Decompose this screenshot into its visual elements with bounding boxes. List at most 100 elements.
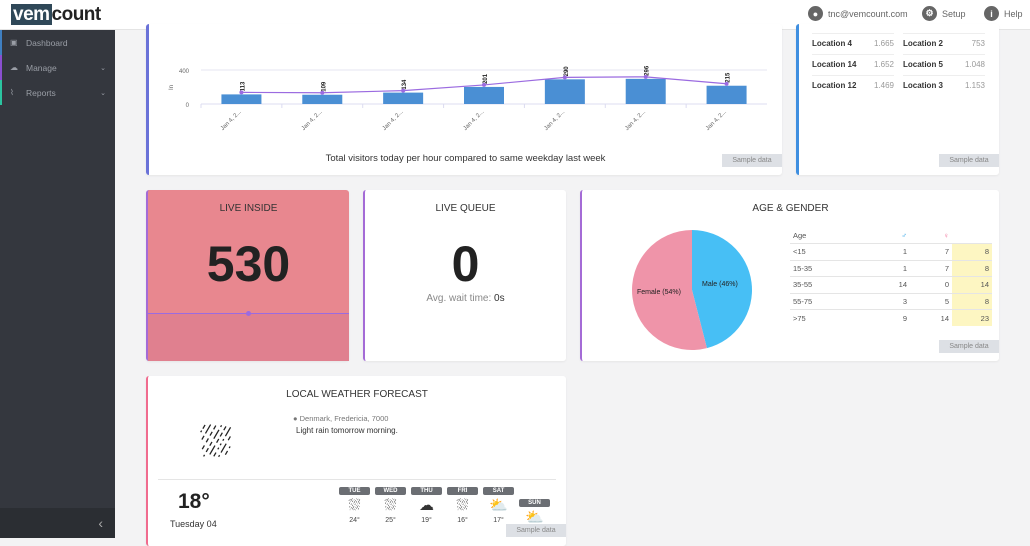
- age-cell: <15: [790, 243, 868, 260]
- chevron-down-icon: ⌄: [100, 64, 106, 72]
- female-cell: 5: [910, 292, 952, 310]
- forecast-day: WED ⛆ 25°: [375, 487, 406, 524]
- bar-value-label: 290: [564, 66, 570, 77]
- location-row: Location 3 1.153: [903, 75, 985, 90]
- visitors-bar-chart: 0 400 In 113 Jan 4, 2... 109 Jan 4, 2... 134 Jan…: [169, 65, 767, 132]
- chevron-left-icon: ‹: [98, 515, 103, 531]
- setup-button[interactable]: ⚙ Setup: [922, 6, 966, 21]
- forecast-day-label: WED: [375, 487, 406, 495]
- bar-value-label: 201: [483, 73, 489, 84]
- sparkline-point: [246, 311, 251, 316]
- sidebar-item-reports[interactable]: ⌇ Reports ⌄: [0, 80, 115, 105]
- location-row: Location 12 1.469: [812, 75, 894, 90]
- x-tick-label: Jan 4, 2...: [301, 109, 324, 132]
- help-button[interactable]: i Help: [984, 6, 1023, 21]
- location-pin-icon: ●: [293, 414, 298, 423]
- pie-label-female: Female (54%): [637, 289, 681, 296]
- y-tick-label: 400: [179, 69, 190, 75]
- table-row: >75 9 14 23: [790, 309, 992, 326]
- line-point: [320, 90, 325, 95]
- forecast-day: TUE ⛆ 24°: [339, 487, 370, 524]
- setup-label: Setup: [942, 8, 966, 19]
- bar: [464, 86, 504, 104]
- x-tick-label: Jan 4, 2...: [382, 109, 405, 132]
- x-tick-label: Jan 4, 2...: [705, 109, 728, 132]
- forecast-temp: 16°: [457, 517, 468, 524]
- live-queue-title: LIVE QUEUE: [435, 203, 496, 214]
- partly-sunny-icon: ⛅: [489, 497, 508, 514]
- male-icon: ♂: [901, 230, 907, 240]
- bar: [383, 92, 424, 104]
- user-email: tnc@vemcount.com: [828, 8, 908, 19]
- male-cell: 3: [868, 292, 910, 310]
- weather-location: ● Denmark, Fredericia, 7000: [293, 414, 389, 423]
- sidebar: ▣ Dashboard ☁ Manage ⌄ ⌇ Reports ⌄ ‹: [0, 30, 115, 538]
- vemcount-logo[interactable]: vem count: [11, 4, 101, 26]
- sample-data-badge: Sample data: [722, 154, 782, 167]
- sidebar-item-label: Dashboard: [26, 37, 68, 48]
- user-icon: ●: [808, 6, 823, 21]
- info-icon: i: [984, 6, 999, 21]
- pie-label-male: Male (46%): [702, 281, 738, 288]
- live-queue-value: 0: [451, 236, 480, 292]
- total-cell: 8: [952, 292, 992, 310]
- total-cell: 8: [952, 259, 992, 277]
- age-cell: 35-55: [790, 276, 868, 293]
- sidebar-item-label: Manage: [26, 62, 57, 73]
- total-cell: 23: [952, 309, 992, 326]
- chart-caption: Total visitors today per hour compared t…: [325, 153, 606, 164]
- female-cell: 7: [910, 259, 952, 277]
- forecast-strip: TUE ⛆ 24° WED ⛆ 25° THU ☁ 19° FRI ⛆ 16° SAT ⛅ 17° SUN ⛅: [339, 487, 555, 529]
- live-inside-title: LIVE INSIDE: [219, 203, 278, 214]
- male-cell: 9: [868, 309, 910, 326]
- line-point: [562, 75, 567, 80]
- live-inside-sparkline: [148, 313, 349, 361]
- sample-data-badge: Sample data: [939, 154, 999, 167]
- rain-icon: ⛆: [384, 497, 397, 514]
- female-icon: ♀: [943, 230, 949, 240]
- chart-icon: ⌇: [10, 88, 14, 97]
- dashboard-icon: ▣: [10, 38, 18, 47]
- current-temp: 18°: [178, 490, 210, 513]
- forecast-temp: 17°: [493, 517, 504, 524]
- bar: [302, 94, 343, 104]
- forecast-day: FRI ⛆ 16°: [447, 487, 478, 524]
- total-cell: 8: [952, 243, 992, 260]
- sidebar-item-manage[interactable]: ☁ Manage ⌄: [0, 55, 115, 80]
- forecast-day-label: SUN: [519, 499, 550, 507]
- live-inside-value: 530: [206, 236, 291, 292]
- bar-value-label: 113: [240, 81, 246, 91]
- user-menu[interactable]: ● tnc@vemcount.com: [808, 6, 908, 21]
- forecast-day: THU ☁ 19°: [411, 487, 442, 524]
- sidebar-item-dashboard[interactable]: ▣ Dashboard: [0, 30, 115, 55]
- weather-card: LOCAL WEATHER FORECAST ● Denmark, Freder…: [146, 376, 566, 546]
- gender-pie-chart: Female (54%) Male (46%): [632, 230, 752, 350]
- bar: [706, 85, 747, 104]
- age-cell: 55-75: [790, 292, 868, 310]
- live-queue-card: LIVE QUEUE 0 Avg. wait time: 0s: [363, 190, 566, 361]
- sample-data-badge: Sample data: [939, 340, 999, 353]
- header-age: Age: [793, 230, 807, 240]
- age-gender-table: Age ♂ ♀ <15 1 7 8 15-35 1 7 8 35-55 14 0 14 55-75 3 5 8 >7…: [790, 227, 992, 326]
- logo-count: count: [51, 4, 102, 25]
- total-cell: 14: [952, 276, 992, 293]
- forecast-temp: 25°: [385, 517, 396, 524]
- line-point: [724, 81, 729, 86]
- table-row: 15-35 1 7 8: [790, 259, 992, 277]
- pie-slice-male: [692, 230, 752, 349]
- gear-icon: ⚙: [922, 6, 937, 21]
- bar: [625, 78, 666, 104]
- bar: [544, 79, 585, 104]
- forecast-temp: 24°: [349, 517, 360, 524]
- table-row: <15 1 7 8: [790, 243, 992, 260]
- y-axis-label: In: [169, 85, 175, 90]
- location-row: Location 4 1.665: [812, 33, 894, 48]
- age-cell: >75: [790, 309, 868, 326]
- age-gender-title: AGE & GENDER: [752, 203, 829, 214]
- accent-bar: [0, 80, 2, 105]
- divider: [158, 479, 556, 480]
- help-label: Help: [1004, 8, 1023, 19]
- bar-value-label: 134: [402, 79, 408, 90]
- forecast-temp: 19°: [421, 517, 432, 524]
- collapse-sidebar-button[interactable]: ‹: [0, 508, 115, 538]
